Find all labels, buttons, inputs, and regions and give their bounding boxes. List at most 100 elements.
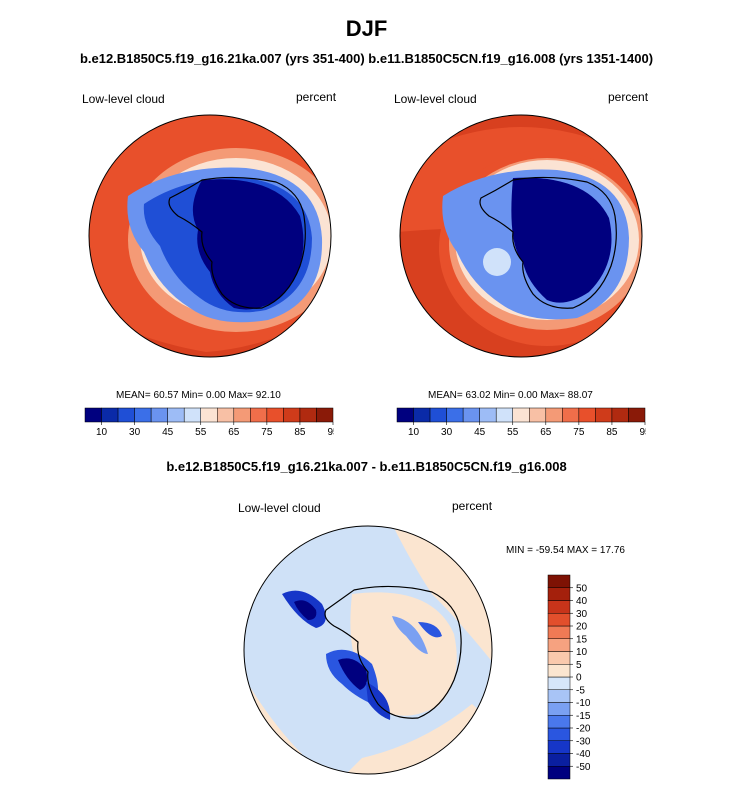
panel2-colorbar: 10 30 45 55 65 75 85 95 <box>396 407 646 437</box>
difference-colorbar-swatch <box>547 625 571 639</box>
panel2-colorbar-tick-label: 65 <box>540 427 552 437</box>
panel2-colorbar-swatch <box>512 407 530 423</box>
difference-colorbar-tick-label: 10 <box>576 647 588 658</box>
difference-colorbar-swatch <box>547 740 571 754</box>
panel1-colorbar-swatch <box>183 407 201 423</box>
panel1-colorbar-tick-label: 45 <box>162 427 174 437</box>
difference-colorbar-tick-label: 40 <box>576 596 588 607</box>
difference-colorbar-tick-label: 20 <box>576 622 588 633</box>
panel1-coastline <box>168 176 306 309</box>
panel1-colorbar-tick-label: 10 <box>96 427 108 437</box>
difference-colorbar-tick-label: 0 <box>576 673 582 684</box>
difference-colorbar-swatch <box>547 664 571 678</box>
difference-stats: MIN = -59.54 MAX = 17.76 <box>506 545 625 556</box>
panel2-colorbar-swatch <box>529 407 547 423</box>
difference-colorbar-tick-label: -20 <box>576 724 591 735</box>
difference-colorbar-swatch <box>547 613 571 627</box>
difference-colorbar-swatch <box>547 574 571 588</box>
panel1-colorbar-swatch <box>217 407 235 423</box>
panel1-stats: MEAN= 60.57 Min= 0.00 Max= 92.10 <box>116 390 281 401</box>
panel2-colorbar-swatch <box>562 407 580 423</box>
panel2-antarctica-low <box>511 177 612 303</box>
panel1-colorbar-swatch <box>200 407 218 423</box>
panel1-polar-map <box>88 114 332 358</box>
difference-colorbar-swatch <box>547 638 571 652</box>
panel1-colorbar-swatch <box>283 407 301 423</box>
panel2-colorbar-swatch <box>495 407 513 423</box>
panel1-colorbar-swatch <box>299 407 317 423</box>
panel2-stats: MEAN= 63.02 Min= 0.00 Max= 88.07 <box>428 390 593 401</box>
panel2-colorbar-tick-label: 45 <box>474 427 486 437</box>
difference-colorbar-tick-label: 5 <box>576 660 582 671</box>
difference-variable-label: Low-level cloud <box>238 501 321 515</box>
difference-colorbar-swatch <box>547 651 571 665</box>
panel2-colorbar-swatch <box>611 407 629 423</box>
panel1-colorbar-swatch <box>150 407 168 423</box>
difference-colorbar-swatch <box>547 727 571 741</box>
panel2-variable-label: Low-level cloud <box>394 92 477 106</box>
panel1-colorbar-swatch <box>101 407 119 423</box>
difference-colorbar-swatch <box>547 702 571 716</box>
panel2-colorbar-tick-label: 85 <box>606 427 618 437</box>
difference-colorbar-swatch <box>547 676 571 690</box>
panel2-colorbar-tick-label: 55 <box>507 427 519 437</box>
difference-polar-map <box>243 525 493 775</box>
panel1-colorbar-tick-label: 65 <box>228 427 240 437</box>
panel1-colorbar-tick-label: 85 <box>294 427 306 437</box>
difference-colorbar-tick-label: -40 <box>576 749 591 760</box>
panel1-colorbar-swatch <box>134 407 152 423</box>
panel2-colorbar-swatch <box>396 407 414 423</box>
panel1-variable-label: Low-level cloud <box>82 92 165 106</box>
panel1-colorbar-swatch <box>167 407 185 423</box>
panel1-colorbar-swatch <box>84 407 102 423</box>
panel1-colorbar-swatch <box>266 407 284 423</box>
panel2-coastline <box>479 176 617 309</box>
difference-colorbar-swatch <box>547 587 571 601</box>
difference-coastline <box>324 585 462 719</box>
panel2-colorbar-swatch <box>413 407 431 423</box>
difference-colorbar-swatch <box>547 689 571 703</box>
difference-colorbar-swatch <box>547 753 571 767</box>
difference-colorbar-tick-label: -15 <box>576 711 591 722</box>
panel2-colorbar-swatch <box>595 407 613 423</box>
panel2-colorbar-tick-label: 95 <box>639 427 646 437</box>
panel2-colorbar-swatch <box>429 407 447 423</box>
panel1-colorbar-swatch <box>117 407 135 423</box>
panel2-colorbar-tick-label: 10 <box>408 427 420 437</box>
panel1-colorbar-tick-label: 30 <box>129 427 141 437</box>
difference-colorbar-tick-label: 15 <box>576 634 588 645</box>
difference-colorbar-tick-label: 30 <box>576 609 588 620</box>
panel1-colorbar-swatch <box>250 407 268 423</box>
panel2-colorbar-tick-label: 75 <box>573 427 585 437</box>
difference-colorbar-swatch <box>547 766 571 780</box>
difference-colorbar-swatch <box>547 715 571 729</box>
difference-colorbar-swatch <box>547 600 571 614</box>
difference-colorbar-tick-label: -10 <box>576 698 591 709</box>
panel2-colorbar-tick-label: 30 <box>441 427 453 437</box>
difference-colorbar-tick-label: -50 <box>576 762 591 773</box>
panel1-colorbar-swatch <box>233 407 251 423</box>
figure-title: DJF <box>345 16 388 41</box>
panel1-colorbar: 10 30 45 55 65 75 85 95 <box>84 407 334 437</box>
panel1-colorbar-tick-label: 55 <box>195 427 207 437</box>
panel1-colorbar-tick-label: 95 <box>327 427 334 437</box>
panel2-colorbar-swatch <box>446 407 464 423</box>
panel2-units-label: percent <box>608 90 649 104</box>
panel1-colorbar-tick-label: 75 <box>261 427 273 437</box>
panel2-colorbar-swatch <box>462 407 480 423</box>
panel2-colorbar-swatch <box>545 407 563 423</box>
difference-colorbar-tick-label: -5 <box>576 685 585 696</box>
difference-colorbar-tick-label: 50 <box>576 583 588 594</box>
panel2-colorbar-swatch <box>479 407 497 423</box>
panel1-units-label: percent <box>296 90 337 104</box>
difference-units-label: percent <box>452 499 493 513</box>
panel1-colorbar-swatch <box>316 407 334 423</box>
panel2-colorbar-swatch <box>628 407 646 423</box>
figure-subtitle: b.e12.B1850C5.f19_g16.21ka.007 (yrs 351-… <box>79 51 654 66</box>
panel2-colorbar-swatch <box>578 407 596 423</box>
difference-colorbar-tick-label: -30 <box>576 736 591 747</box>
panel2-polar-map <box>399 114 643 358</box>
panel1-antarctica-low <box>192 179 304 310</box>
difference-title: b.e12.B1850C5.f19_g16.21ka.007 - b.e11.B… <box>166 459 567 474</box>
